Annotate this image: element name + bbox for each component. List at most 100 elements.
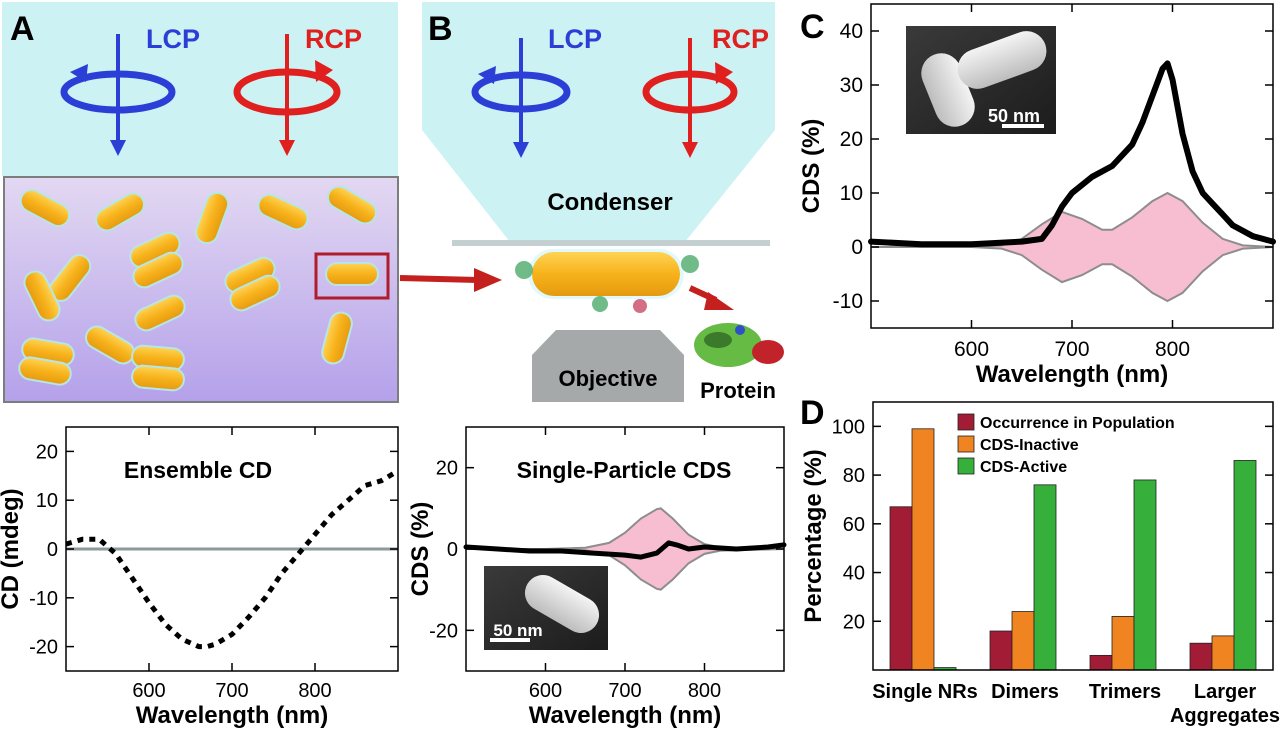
protein-structure-icon: [694, 323, 784, 367]
category-label: Aggregates: [1170, 705, 1280, 727]
y-tick-label: 10: [36, 490, 58, 512]
objective-lens-shape: [532, 330, 684, 402]
nanorod: [19, 188, 71, 228]
x-axis-label: Wavelength (nm): [136, 702, 328, 729]
y-tick-label: 20: [436, 458, 458, 480]
chart-title: Single-Particle CDS: [517, 457, 732, 483]
condenser-light-cone: [422, 2, 775, 242]
legend-label: CDS-Inactive: [980, 437, 1079, 454]
condenser-label: Condenser: [547, 189, 672, 216]
bar: [989, 630, 1013, 671]
bar: [911, 428, 935, 671]
bar: [1011, 611, 1035, 671]
y-axis-label: Percentage (%): [800, 449, 827, 622]
x-tick-label: 700: [608, 680, 641, 702]
sem-inset-dimer: 50 nm: [906, 26, 1056, 134]
y-tick-label: -20: [429, 620, 458, 642]
y-axis-label: CDS (%): [407, 502, 434, 597]
x-tick-label: 800: [1155, 338, 1190, 361]
nanorod: [132, 251, 184, 289]
panel-b-lcp-label: LCP: [548, 24, 602, 54]
plot-frame: [872, 401, 1274, 671]
x-tick-label: 800: [688, 680, 721, 702]
scale-bar: [1002, 124, 1044, 128]
x-tick-label: 600: [132, 680, 165, 702]
x-tick-label: 600: [954, 338, 989, 361]
y-tick-label: 40: [840, 20, 863, 43]
zoom-arrow: [399, 268, 502, 292]
y-tick-label: 80: [843, 465, 865, 487]
protein-label: Protein: [700, 378, 776, 403]
nanorod: [257, 193, 309, 231]
chart-title: Ensemble CD: [124, 457, 272, 483]
lcp-polarization-icon: [60, 34, 176, 156]
x-axis-label: Wavelength (nm): [529, 702, 721, 729]
nanorod: [134, 294, 186, 332]
bar: [1189, 642, 1213, 671]
bar: [1211, 635, 1235, 671]
legend-label: CDS-Active: [980, 459, 1067, 476]
panel-d-letter: D: [800, 394, 825, 432]
bar: [1033, 484, 1057, 671]
y-tick-label: 20: [36, 441, 58, 463]
y-axis-label: CD (mdeg): [0, 488, 24, 609]
nanorod: [23, 270, 61, 322]
legend-swatch: [957, 457, 975, 475]
panel-a-rcp-label: RCP: [305, 24, 362, 54]
y-tick-label: 100: [832, 416, 865, 438]
y-tick-label: 60: [843, 514, 865, 536]
sem-inset-single: 50 nm: [484, 566, 608, 650]
lcp-polarization-icon: [471, 38, 571, 158]
x-tick-label: 700: [1054, 338, 1089, 361]
category-label: Single NRs: [872, 681, 978, 703]
bar: [889, 506, 913, 671]
x-tick-label: 700: [215, 680, 248, 702]
microscope-slide: [452, 240, 770, 246]
protein-arrow: [688, 285, 734, 310]
y-tick-label: 0: [851, 236, 863, 259]
nanorod: [229, 274, 281, 312]
nanorod: [321, 311, 353, 365]
y-tick-label: 20: [840, 128, 863, 151]
sem-scale-label: 50 nm: [493, 621, 542, 640]
single-nanorod: [515, 249, 699, 313]
rcp-polarization-icon: [233, 34, 341, 156]
panel-b-letter: B: [428, 10, 453, 48]
bar: [1089, 654, 1113, 671]
bar: [1111, 616, 1135, 671]
objective-label: Objective: [558, 366, 657, 391]
nanorod: [95, 192, 145, 232]
x-axis-label: Wavelength (nm): [976, 361, 1168, 388]
x-tick-label: 800: [298, 680, 331, 702]
bar: [1133, 479, 1157, 671]
y-tick-label: -10: [29, 588, 58, 610]
category-label: Dimers: [991, 681, 1059, 703]
y-tick-label: 0: [47, 539, 58, 561]
y-tick-label: 0: [447, 539, 458, 561]
sem-scale-label: 50 nm: [988, 106, 1040, 126]
bar: [1233, 460, 1257, 671]
cds-spectrum-chart: 600 700 800 40 30 20 10 0 -10 Wavelength (nm) CDS …: [798, 3, 1276, 388]
y-tick-label: 10: [840, 182, 863, 205]
legend-swatch: [957, 413, 975, 431]
data-line: [65, 468, 400, 650]
category-label: Trimers: [1089, 681, 1161, 703]
ensemble-cd-chart: 600 700 800 20 10 0 -10 -20 Wavelength (nm) CD (m…: [0, 426, 400, 729]
panel-a-lcp-label: LCP: [146, 24, 200, 54]
x-tick-label: 600: [529, 680, 562, 702]
y-axis-label: CDS (%): [798, 119, 825, 214]
category-label: Larger: [1194, 681, 1256, 703]
single-particle-cds-chart: 600 700 800 20 0 -20 Wavelength (nm) CDS (%) Sin…: [407, 426, 787, 729]
nanorod: [18, 356, 72, 386]
data-line: [463, 540, 787, 560]
panel-b: B LCP RCP Condenser: [399, 2, 784, 403]
nanorod: [131, 364, 185, 392]
rcp-polarization-icon: [642, 38, 738, 158]
y-tick-label: 40: [843, 563, 865, 585]
selected-nanorod-box: [314, 252, 390, 300]
y-tick-label: 30: [840, 74, 863, 97]
scale-bar: [490, 638, 530, 642]
nanorod: [194, 191, 230, 245]
